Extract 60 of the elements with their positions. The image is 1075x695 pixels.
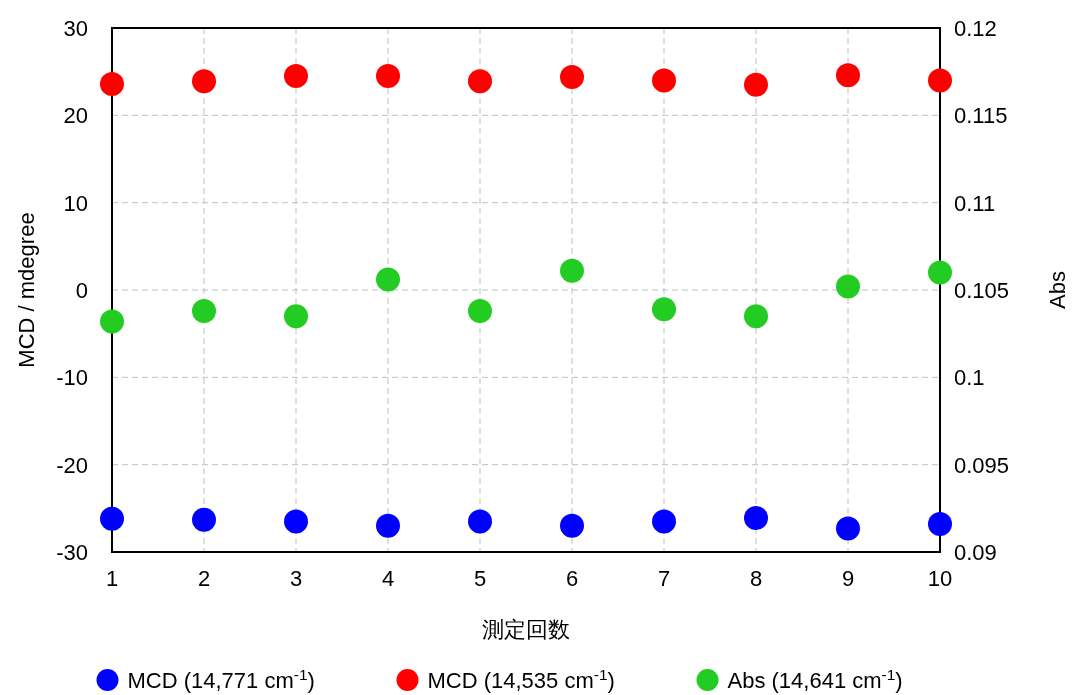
y2-tick-label: 0.115 (954, 103, 1008, 129)
y2-tick-label: 0.095 (954, 452, 1010, 478)
point (284, 64, 308, 89)
x-tick-label: 1 (105, 566, 119, 591)
point (744, 304, 768, 329)
y2-tick-label: 0.1 (954, 365, 985, 391)
point (744, 505, 768, 530)
x-tick-label: 8 (749, 566, 763, 591)
y-tick-label: -20 (56, 452, 88, 478)
x-axis-title: 測定回数 (482, 617, 570, 642)
x-tick-label: 3 (289, 566, 303, 591)
point (100, 71, 124, 96)
x-tick-label: 10 (927, 566, 953, 591)
y2-axis-title: Abs (1045, 271, 1070, 309)
y-tick-label: 30 (63, 16, 88, 41)
y-axis-title: MCD / mdegree (14, 212, 39, 368)
point (652, 509, 676, 534)
x-tick-label: 5 (473, 566, 487, 591)
point (744, 72, 768, 97)
x-tick-label: 7 (657, 566, 671, 591)
x-tick-label: 2 (197, 566, 211, 591)
point (652, 68, 676, 93)
y-tick-label: -30 (56, 540, 88, 565)
legend-label: Abs (14,641 cm$^{-1}$) (727, 665, 903, 693)
y-tick-label: -10 (56, 365, 88, 391)
point (284, 509, 308, 534)
x-tick-label: 9 (841, 566, 855, 591)
y2-tick-label: 0.09 (954, 540, 997, 565)
point (468, 298, 492, 323)
point (928, 260, 952, 285)
point (928, 512, 952, 537)
point (836, 63, 860, 88)
point (100, 309, 124, 334)
y-tick-label: 10 (63, 190, 88, 216)
point (928, 68, 952, 93)
point (100, 506, 124, 531)
point (192, 298, 216, 323)
point (468, 69, 492, 94)
legend-label: MCD (14,771 cm$^{-1}$) (127, 665, 315, 693)
point (652, 297, 676, 322)
point (560, 513, 584, 538)
point (836, 274, 860, 299)
y2-tick-label: 0.11 (954, 190, 996, 216)
point (192, 69, 216, 94)
point (468, 509, 492, 534)
point (192, 507, 216, 532)
x-tick-label: 6 (565, 566, 579, 591)
point (376, 513, 400, 538)
point (836, 516, 860, 541)
y2-tick-label: 0.12 (954, 16, 997, 41)
point (376, 64, 400, 89)
y-tick-label: 20 (63, 103, 88, 129)
point (560, 64, 584, 89)
point (376, 267, 400, 292)
x-tick-label: 4 (381, 566, 395, 591)
y2-tick-label: 0.105 (954, 278, 1010, 303)
point (560, 258, 584, 283)
point (284, 304, 308, 329)
y-tick-label: 0 (75, 278, 88, 303)
legend-label: MCD (14,535 cm$^{-1}$) (427, 665, 615, 693)
